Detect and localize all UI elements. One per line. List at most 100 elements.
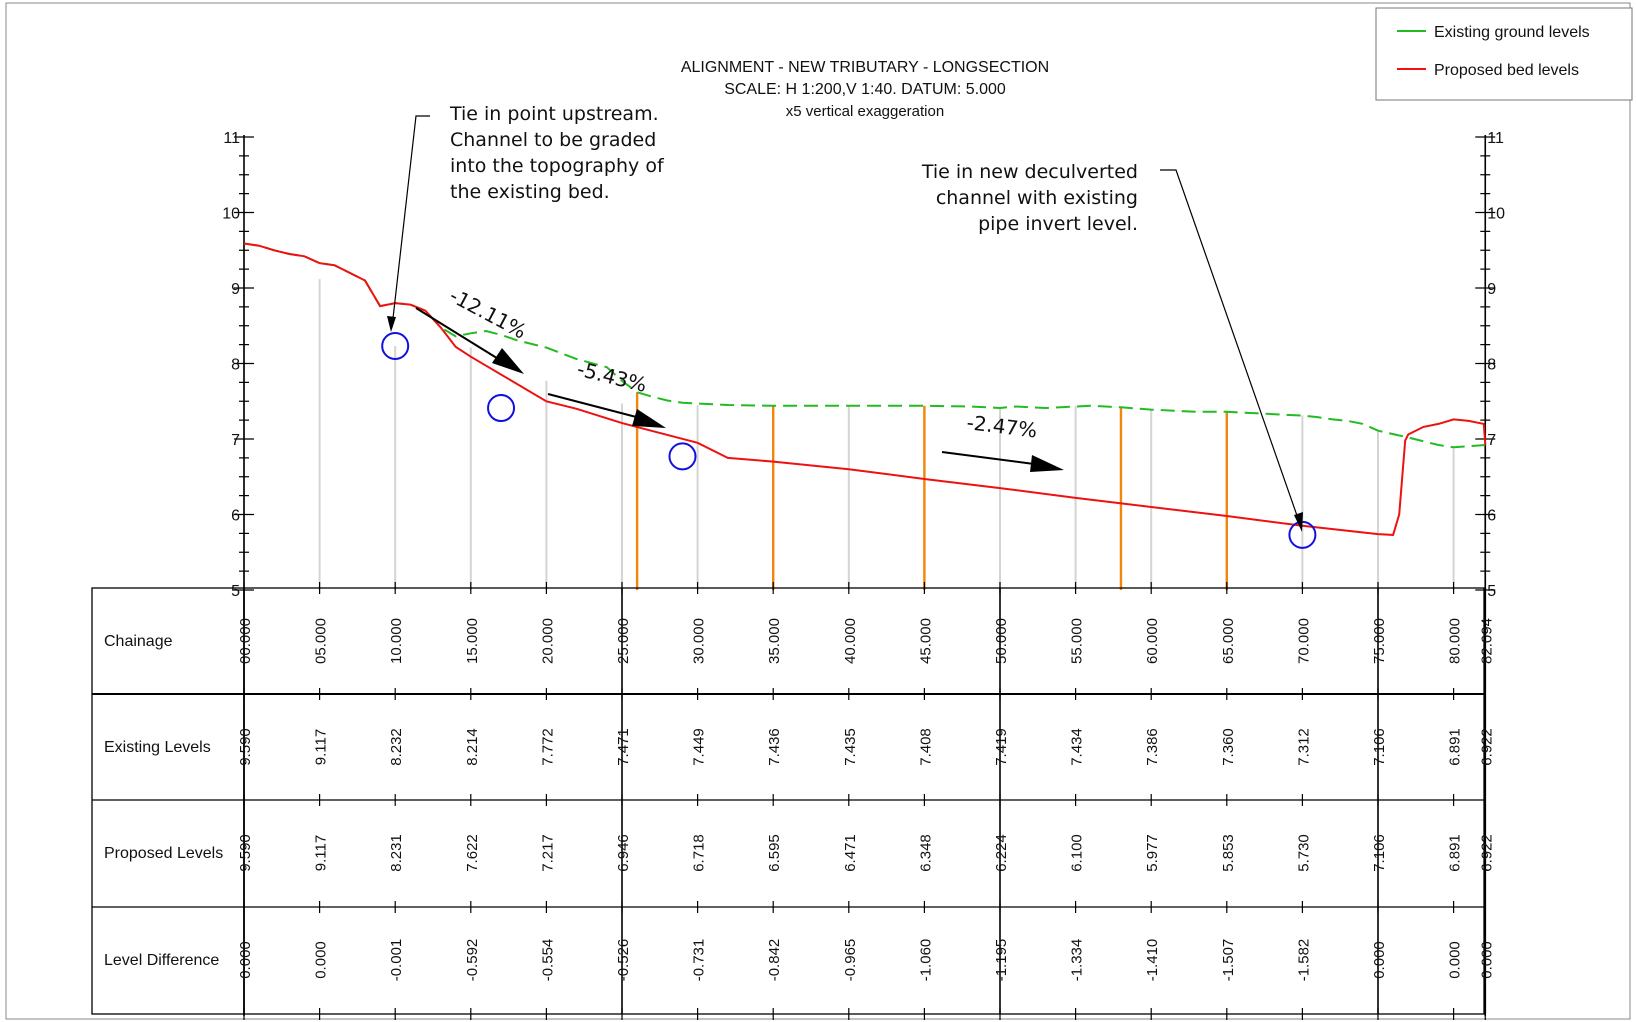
cell-chainage-14: 70.000 bbox=[1295, 618, 1312, 664]
row-label-existing: Existing Levels bbox=[104, 739, 211, 756]
cell-proposed-9: 6.348 bbox=[917, 834, 934, 872]
cell-existing-17: 6.922 bbox=[1478, 728, 1495, 766]
cell-chainage-16: 80.000 bbox=[1447, 618, 1464, 664]
cell-difference-6: -0.731 bbox=[691, 939, 708, 982]
cell-difference-0: 0.000 bbox=[237, 941, 254, 979]
cell-difference-2: -0.001 bbox=[388, 939, 405, 982]
y-tick-label-right-7: 7 bbox=[1487, 432, 1496, 449]
cell-chainage-0: 00.000 bbox=[237, 618, 254, 664]
y-tick-label-left-7: 7 bbox=[231, 432, 240, 449]
cell-difference-13: -1.507 bbox=[1220, 939, 1237, 982]
cell-existing-6: 7.449 bbox=[691, 728, 708, 766]
gradient-label-3: -2.47% bbox=[965, 410, 1038, 442]
cell-existing-4: 7.772 bbox=[539, 728, 556, 766]
gradient-arrowhead-2 bbox=[632, 409, 666, 428]
cell-chainage-6: 30.000 bbox=[691, 618, 708, 664]
cell-existing-13: 7.360 bbox=[1220, 728, 1237, 766]
cell-proposed-1: 9.117 bbox=[313, 835, 330, 871]
series-existing-ground-levels bbox=[243, 242, 1486, 449]
cell-existing-2: 8.232 bbox=[388, 728, 405, 766]
row-label-difference: Level Difference bbox=[104, 952, 219, 969]
gradient-arrowhead-3 bbox=[1030, 455, 1064, 472]
table-outline bbox=[91, 587, 1485, 1015]
cell-proposed-3: 7.622 bbox=[464, 834, 481, 872]
cell-existing-8: 7.435 bbox=[842, 728, 859, 766]
row-label-chainage: Chainage bbox=[104, 633, 173, 650]
chart-scale: SCALE: H 1:200,V 1:40. DATUM: 5.000 bbox=[724, 81, 1006, 98]
cell-existing-9: 7.408 bbox=[917, 728, 934, 766]
cell-proposed-13: 5.853 bbox=[1220, 834, 1237, 872]
cell-chainage-5: 25.000 bbox=[615, 618, 632, 664]
tie-point-circle-1 bbox=[381, 331, 410, 360]
gradient-arrows: -12.11% -5.43% -2.47% bbox=[415, 283, 1064, 472]
cell-proposed-0: 9.590 bbox=[237, 834, 254, 872]
y-tick-label-right-5: 5 bbox=[1487, 583, 1496, 600]
cell-proposed-8: 6.471 bbox=[842, 834, 859, 872]
legend: Existing ground levels Proposed bed leve… bbox=[1375, 7, 1633, 101]
cell-proposed-15: 7.106 bbox=[1371, 834, 1388, 872]
cell-difference-4: -0.554 bbox=[539, 939, 556, 982]
callout-upstream-line-3: into the topography of bbox=[450, 155, 665, 177]
cell-chainage-15: 75.000 bbox=[1371, 618, 1388, 664]
cell-chainage-2: 10.000 bbox=[388, 618, 405, 664]
vertical-gridlines bbox=[243, 243, 1487, 590]
cell-difference-5: -0.526 bbox=[615, 939, 632, 982]
cell-proposed-2: 8.231 bbox=[388, 834, 405, 872]
gradient-label-2: -5.43% bbox=[575, 357, 649, 397]
callout-downstream: Tie in new deculverted channel with exis… bbox=[921, 161, 1303, 532]
cell-difference-15: 0.000 bbox=[1371, 941, 1388, 979]
gradient-arrowhead-1 bbox=[492, 348, 524, 374]
data-table: Chainage Existing Levels Proposed Levels… bbox=[91, 582, 1487, 1020]
callout-upstream-arrowhead bbox=[387, 316, 396, 332]
cell-difference-14: -1.582 bbox=[1295, 939, 1312, 982]
cell-proposed-7: 6.595 bbox=[766, 834, 783, 872]
y-tick-label-right-6: 6 bbox=[1487, 508, 1496, 525]
cell-proposed-12: 5.977 bbox=[1144, 834, 1161, 872]
cell-difference-16: 0.000 bbox=[1447, 941, 1464, 979]
cell-existing-12: 7.386 bbox=[1144, 728, 1161, 766]
cell-existing-1: 9.117 bbox=[313, 729, 330, 765]
cell-chainage-10: 50.000 bbox=[993, 618, 1010, 664]
cell-difference-8: -0.965 bbox=[842, 939, 859, 982]
cell-difference-7: -0.842 bbox=[766, 939, 783, 982]
y-tick-label-right-11: 11 bbox=[1487, 130, 1504, 147]
cell-chainage-7: 35.000 bbox=[766, 618, 783, 664]
cell-existing-11: 7.434 bbox=[1069, 728, 1086, 766]
y-tick-label-right-9: 9 bbox=[1487, 281, 1496, 298]
y-tick-label-left-9: 9 bbox=[231, 281, 240, 298]
callout-downstream-leader bbox=[1160, 169, 1302, 528]
cell-difference-12: -1.410 bbox=[1144, 939, 1161, 982]
cell-proposed-10: 6.224 bbox=[993, 834, 1010, 872]
callout-upstream-leader bbox=[391, 115, 430, 328]
chart-exaggeration: x5 vertical exaggeration bbox=[786, 103, 944, 120]
y-tick-label-right-8: 8 bbox=[1487, 357, 1496, 374]
callout-upstream-line-4: the existing bed. bbox=[450, 181, 610, 203]
callout-downstream-arrowhead bbox=[1294, 512, 1303, 532]
y-tick-label-left-11: 11 bbox=[223, 130, 240, 147]
cell-proposed-5: 6.946 bbox=[615, 834, 632, 872]
y-tick-label-left-10: 10 bbox=[222, 206, 240, 223]
y-axes: 5 6 7 8 9 10 11 5 6 7 8 9 10 11 bbox=[222, 130, 1505, 1016]
y-tick-label-left-6: 6 bbox=[231, 508, 240, 525]
callout-downstream-line-2: channel with existing bbox=[936, 187, 1138, 209]
cell-chainage-11: 55.000 bbox=[1069, 618, 1086, 664]
row-label-proposed: Proposed Levels bbox=[104, 845, 223, 862]
cell-chainage-9: 45.000 bbox=[917, 618, 934, 664]
cell-existing-10: 7.419 bbox=[993, 728, 1010, 766]
callout-upstream-line-2: Channel to be graded bbox=[450, 129, 656, 151]
tie-point-circle-3 bbox=[668, 442, 697, 471]
cell-chainage-17: 82.094 bbox=[1478, 618, 1495, 664]
cell-chainage-1: 05.000 bbox=[313, 618, 330, 664]
cell-difference-9: -1.060 bbox=[917, 939, 934, 982]
cell-proposed-4: 7.217 bbox=[539, 834, 556, 872]
cell-proposed-17: 6.922 bbox=[1478, 834, 1495, 872]
callout-downstream-line-3: pipe invert level. bbox=[978, 213, 1138, 235]
cell-difference-11: -1.334 bbox=[1069, 939, 1086, 982]
cell-proposed-11: 6.100 bbox=[1069, 834, 1086, 872]
chart-title: ALIGNMENT - NEW TRIBUTARY - LONGSECTION bbox=[681, 59, 1049, 76]
cell-chainage-3: 15.000 bbox=[464, 618, 481, 664]
cell-proposed-14: 5.730 bbox=[1295, 834, 1312, 872]
cell-proposed-6: 6.718 bbox=[691, 834, 708, 872]
legend-proposed-label: Proposed bed levels bbox=[1434, 62, 1579, 79]
